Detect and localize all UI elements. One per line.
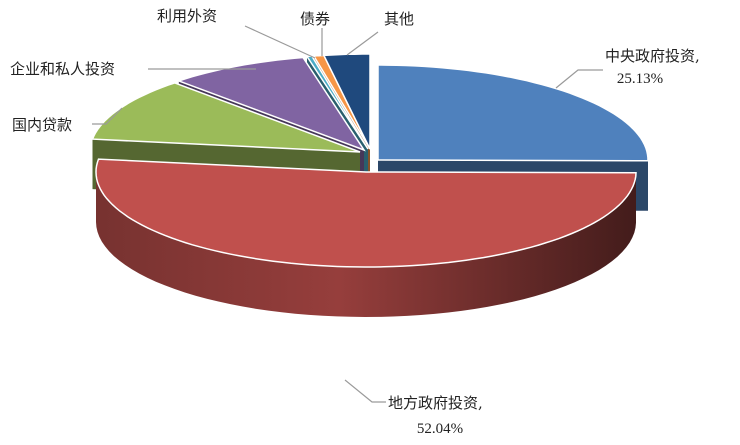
slice-top-其他	[322, 53, 371, 150]
leader-line-other	[346, 31, 379, 56]
slice-top-中央政府投资	[377, 64, 649, 162]
leader-line-central	[555, 69, 603, 89]
slice-label-foreign-capital: 利用外资	[157, 7, 217, 25]
slice-label-other: 其他	[384, 10, 414, 28]
slice-side-1-0	[96, 172, 636, 317]
pie-top-layer	[91, 53, 649, 268]
leader-line-foreign	[244, 25, 316, 59]
slice-label-enterprise: 企业和私人投资	[10, 60, 115, 78]
slice-label-domestic-loans: 国内贷款	[12, 116, 72, 134]
slice-label-bonds: 债券	[300, 10, 330, 28]
slice-value-central-gov: 25.13%	[617, 71, 663, 87]
slice-label-central-gov: 中央政府投资,	[605, 47, 700, 65]
leader-line-local	[344, 379, 386, 403]
leader-line-domestic-loans	[92, 107, 123, 125]
slice-label-local-gov: 地方政府投资,	[388, 394, 483, 412]
slice-top-国内贷款	[91, 82, 361, 153]
slice-value-local-gov: 52.04%	[417, 421, 463, 437]
pie-label-layer: 中央政府投资, 25.13% 地方政府投资, 52.04% 国内贷款 企业和私人…	[10, 7, 700, 437]
slice-top-地方政府投资	[95, 158, 637, 268]
slice-top-企业和私人投资	[176, 56, 366, 152]
